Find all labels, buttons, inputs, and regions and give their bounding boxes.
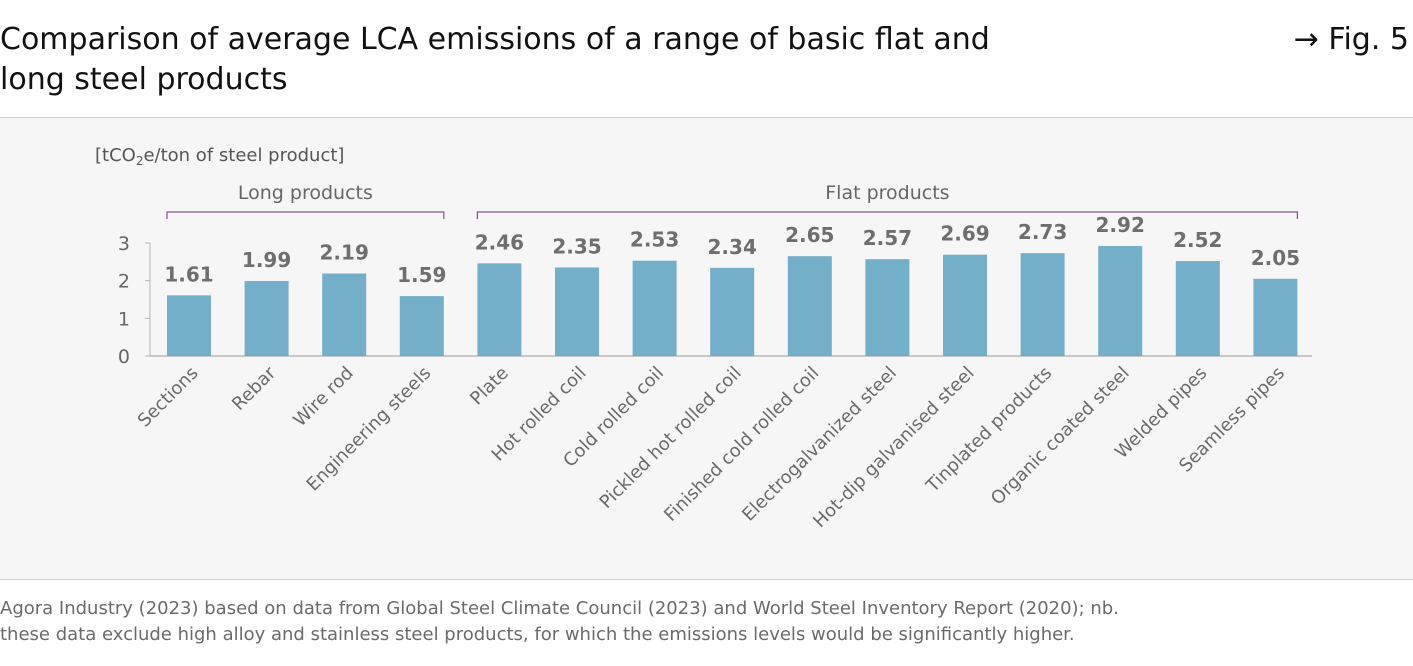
bar	[555, 267, 599, 356]
value-labels: 1.61 1.99 2.19 1.59 2.46 2.35 2.53 2.34 2.65 2.57…	[164, 213, 1300, 287]
bar	[710, 267, 755, 356]
bar	[1020, 253, 1065, 356]
x-category-label: Organic coated steel	[987, 363, 1134, 510]
bar	[244, 281, 289, 356]
x-category-label: Tinplated products	[922, 363, 1056, 497]
bar	[632, 260, 677, 356]
bar-value-label: 2.46	[475, 230, 524, 254]
x-category-label: Rebar	[228, 362, 280, 414]
x-category-label: Sections	[134, 363, 203, 432]
bar-value-label: 1.61	[164, 262, 213, 286]
y-tick-label: 2	[118, 271, 130, 293]
bar-value-label: 1.59	[397, 263, 446, 287]
bar-value-label: 2.69	[940, 222, 989, 246]
bar-value-label: 2.57	[863, 226, 912, 250]
x-category-label: Pickled hot rolled coil	[596, 363, 746, 513]
bar-value-label: 2.53	[630, 228, 679, 252]
bar	[865, 259, 910, 356]
group-label: Long products	[238, 182, 373, 204]
y-tick-label: 1	[118, 308, 130, 330]
y-tick-label: 0	[118, 346, 130, 368]
bar	[787, 256, 832, 356]
x-category-label: Finished cold rolled coil	[660, 363, 823, 526]
source-note: Agora Industry (2023) based on data from…	[0, 596, 1400, 648]
bar-value-label: 2.52	[1173, 228, 1222, 252]
bar	[322, 273, 367, 356]
chart-title: Comparison of average LCA emissions of a…	[0, 22, 990, 97]
bar	[167, 295, 211, 356]
y-axis: 0 1 2 3	[118, 233, 151, 368]
y-tick-label: 3	[118, 233, 130, 255]
bar-value-label: 2.92	[1096, 213, 1145, 237]
bar-chart: [tCO2e/ton of steel product] Long produc…	[95, 145, 1312, 532]
group-bracket	[476, 211, 1298, 219]
bar	[399, 296, 444, 356]
source-line-1: Agora Industry (2023) based on data from…	[0, 598, 1119, 619]
bar-value-label: 2.19	[320, 241, 369, 265]
bar	[477, 263, 522, 356]
bar-value-label: 2.05	[1251, 246, 1300, 270]
group-label: Flat products	[825, 182, 949, 204]
bar-value-label: 2.73	[1018, 220, 1067, 244]
bar	[1175, 261, 1220, 356]
group-bracket	[166, 211, 445, 219]
x-category-label: Electrogalvanized steel	[738, 363, 901, 526]
bar	[1098, 246, 1143, 356]
figure-reference: → Fig. 5	[1293, 22, 1409, 57]
bar-value-label: 2.34	[708, 235, 757, 259]
bars	[167, 246, 1298, 356]
bar-value-label: 2.65	[785, 223, 834, 247]
bar-value-label: 2.35	[552, 234, 601, 258]
bar	[1253, 278, 1298, 356]
bar-value-label: 1.99	[242, 248, 291, 272]
source-line-2: these data exclude high alloy and stainl…	[0, 624, 1075, 645]
y-axis-unit-label: [tCO2e/ton of steel product]	[95, 145, 344, 168]
bar	[943, 254, 987, 356]
x-category-label: Hot-dip galvanised steel	[809, 363, 978, 532]
x-category-label: Wire rod	[289, 363, 357, 431]
x-category-label: Plate	[466, 363, 513, 410]
product-groups: Long products Flat products	[166, 182, 1298, 219]
